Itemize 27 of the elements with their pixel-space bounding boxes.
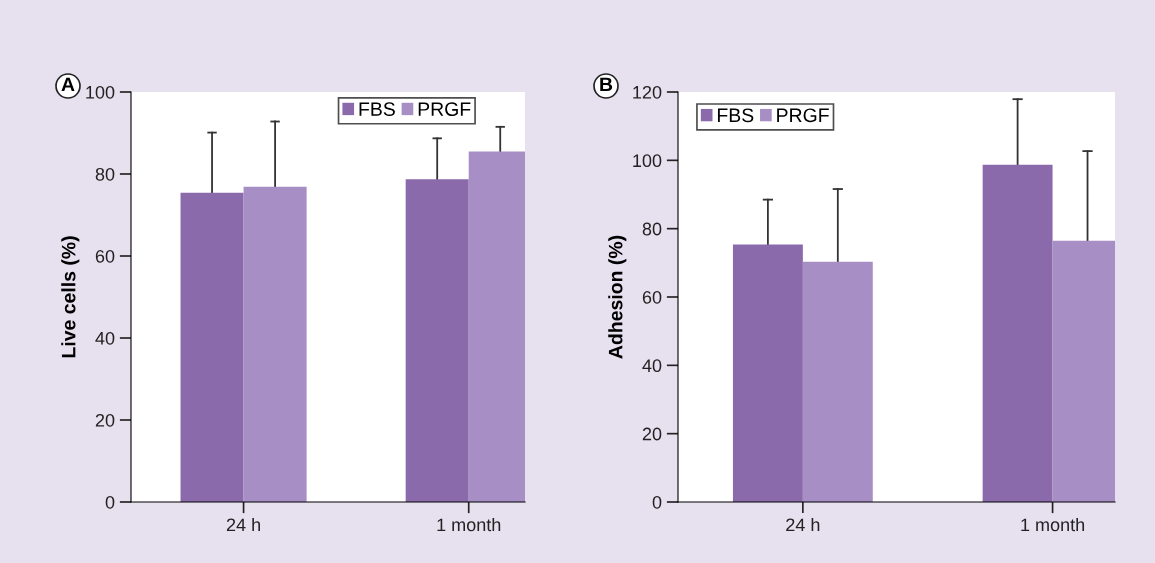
y-tick-label: 40 xyxy=(642,359,662,373)
y-axis-title: Live cells (%) xyxy=(61,236,80,358)
y-tick-label: 100 xyxy=(633,154,662,168)
y-tick-label: 80 xyxy=(95,167,115,181)
text: A xyxy=(61,77,75,92)
x-tick-label: 24 h xyxy=(226,517,260,532)
y-tick-label: 20 xyxy=(642,427,662,441)
y-tick-label: 60 xyxy=(95,249,115,263)
legend-label: PRGF xyxy=(777,108,829,123)
x-tick-label: 1 month xyxy=(437,517,501,532)
text: B xyxy=(600,77,613,92)
legend-label: PRGF xyxy=(418,102,471,116)
x-tick-label: 24 h xyxy=(786,517,820,532)
y-tick-label: 120 xyxy=(633,85,662,99)
y-tick-label: 0 xyxy=(652,495,662,509)
bar xyxy=(180,192,244,502)
legend-label: FBS xyxy=(717,108,754,123)
legend-label: FBS xyxy=(359,102,395,116)
y-tick-label: 40 xyxy=(95,331,115,345)
y-tick-label: 100 xyxy=(86,85,115,99)
x-tick-label: 1 month xyxy=(1021,517,1085,532)
y-tick-label: 0 xyxy=(105,495,115,509)
bar xyxy=(732,244,803,502)
y-tick-label: 60 xyxy=(642,290,662,304)
y-axis-title: Adhesion (%) xyxy=(608,235,627,359)
y-tick-label: 20 xyxy=(95,413,115,427)
y-tick-label: 80 xyxy=(642,222,662,236)
